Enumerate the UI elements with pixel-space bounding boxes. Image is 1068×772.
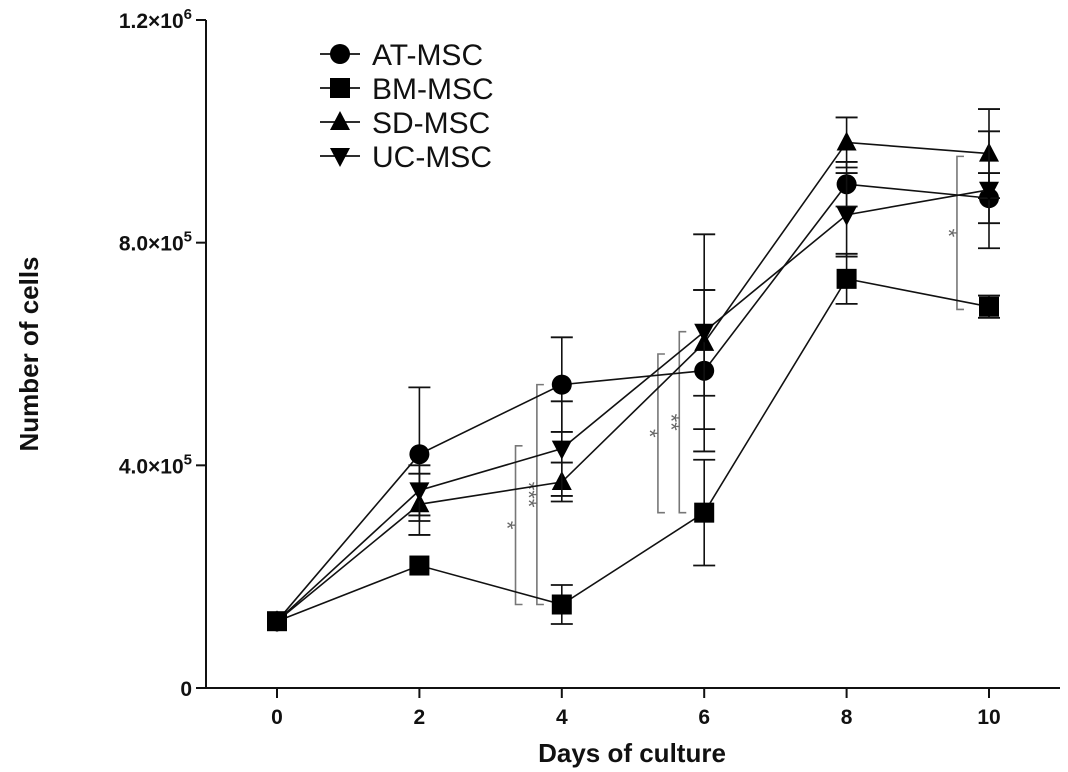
legend-marker-sd-msc	[330, 111, 350, 130]
legend-label: AT-MSC	[372, 39, 483, 72]
legend-label: UC-MSC	[372, 141, 492, 174]
x-axis-title: Days of culture	[538, 738, 726, 768]
x-tick-label: 4	[556, 706, 568, 729]
significance-label: *	[495, 521, 520, 530]
series-line-bm-msc	[276, 277, 990, 622]
bracket-line	[514, 445, 523, 606]
x-tick-label: 10	[977, 706, 1000, 729]
legend-item-sd-msc: SD-MSC	[320, 107, 490, 140]
x-tick-label: 2	[414, 706, 426, 729]
legend-marker-bm-msc	[330, 78, 350, 98]
significance-label: *	[637, 429, 662, 438]
y-tick-label: 4.0×105	[119, 451, 192, 478]
significance-label: *	[936, 229, 961, 238]
data-point-sd-msc	[836, 131, 857, 151]
data-point-uc-msc	[979, 181, 999, 201]
data-point-uc-msc	[409, 482, 430, 502]
series-line-at-msc	[276, 183, 990, 622]
data-point-bm-msc	[979, 296, 999, 317]
significance-bracket: *	[936, 155, 964, 311]
series-bm-msc	[267, 252, 1000, 632]
data-point-uc-msc	[551, 440, 572, 460]
series-line-sd-msc	[276, 141, 990, 622]
series-at-msc	[267, 161, 1000, 632]
y-axis-title: Number of cells	[14, 256, 44, 451]
significance-bracket: *	[637, 353, 665, 514]
series-sd-msc	[267, 108, 1000, 630]
series-line-uc-msc	[276, 188, 990, 622]
significance-bracket: ***	[516, 383, 544, 606]
data-point-uc-msc	[267, 613, 287, 633]
legend-item-uc-msc: UC-MSC	[320, 141, 492, 174]
data-point-uc-msc	[836, 206, 857, 226]
series-uc-msc	[267, 130, 1000, 633]
data-point-at-msc	[409, 444, 430, 465]
data-point-bm-msc	[836, 268, 857, 289]
bracket-line	[657, 353, 665, 514]
significance-bracket: *	[495, 445, 523, 606]
bracket-line	[678, 330, 687, 514]
data-point-uc-msc	[694, 323, 715, 343]
y-tick-label: 0	[180, 678, 192, 701]
bracket-line	[536, 383, 544, 606]
legend-label: SD-MSC	[372, 107, 490, 140]
x-tick-label: 8	[841, 706, 853, 729]
data-point-bm-msc	[694, 502, 715, 523]
significance-label: **	[658, 414, 683, 432]
plot-area	[267, 108, 1000, 633]
y-tick-label: 8.0×105	[119, 229, 192, 256]
significance-bracket: **	[658, 330, 687, 514]
legend-item-at-msc: AT-MSC	[320, 39, 483, 72]
data-point-bm-msc	[551, 594, 572, 615]
legend-label: BM-MSC	[372, 73, 494, 106]
axes: 0 2 4 6 8 10 0 4.0×105 8.0×105 1.2×106	[119, 6, 1060, 729]
bracket-line	[956, 155, 964, 311]
legend-marker-at-msc	[330, 44, 350, 64]
y-tick-label: 1.2×106	[119, 6, 192, 33]
x-tick-label: 0	[271, 706, 283, 729]
data-point-at-msc	[551, 374, 572, 395]
legend-item-bm-msc: BM-MSC	[320, 73, 494, 106]
x-tick-label: 6	[698, 706, 710, 729]
data-point-bm-msc	[409, 555, 430, 576]
legend-marker-uc-msc	[330, 148, 350, 167]
